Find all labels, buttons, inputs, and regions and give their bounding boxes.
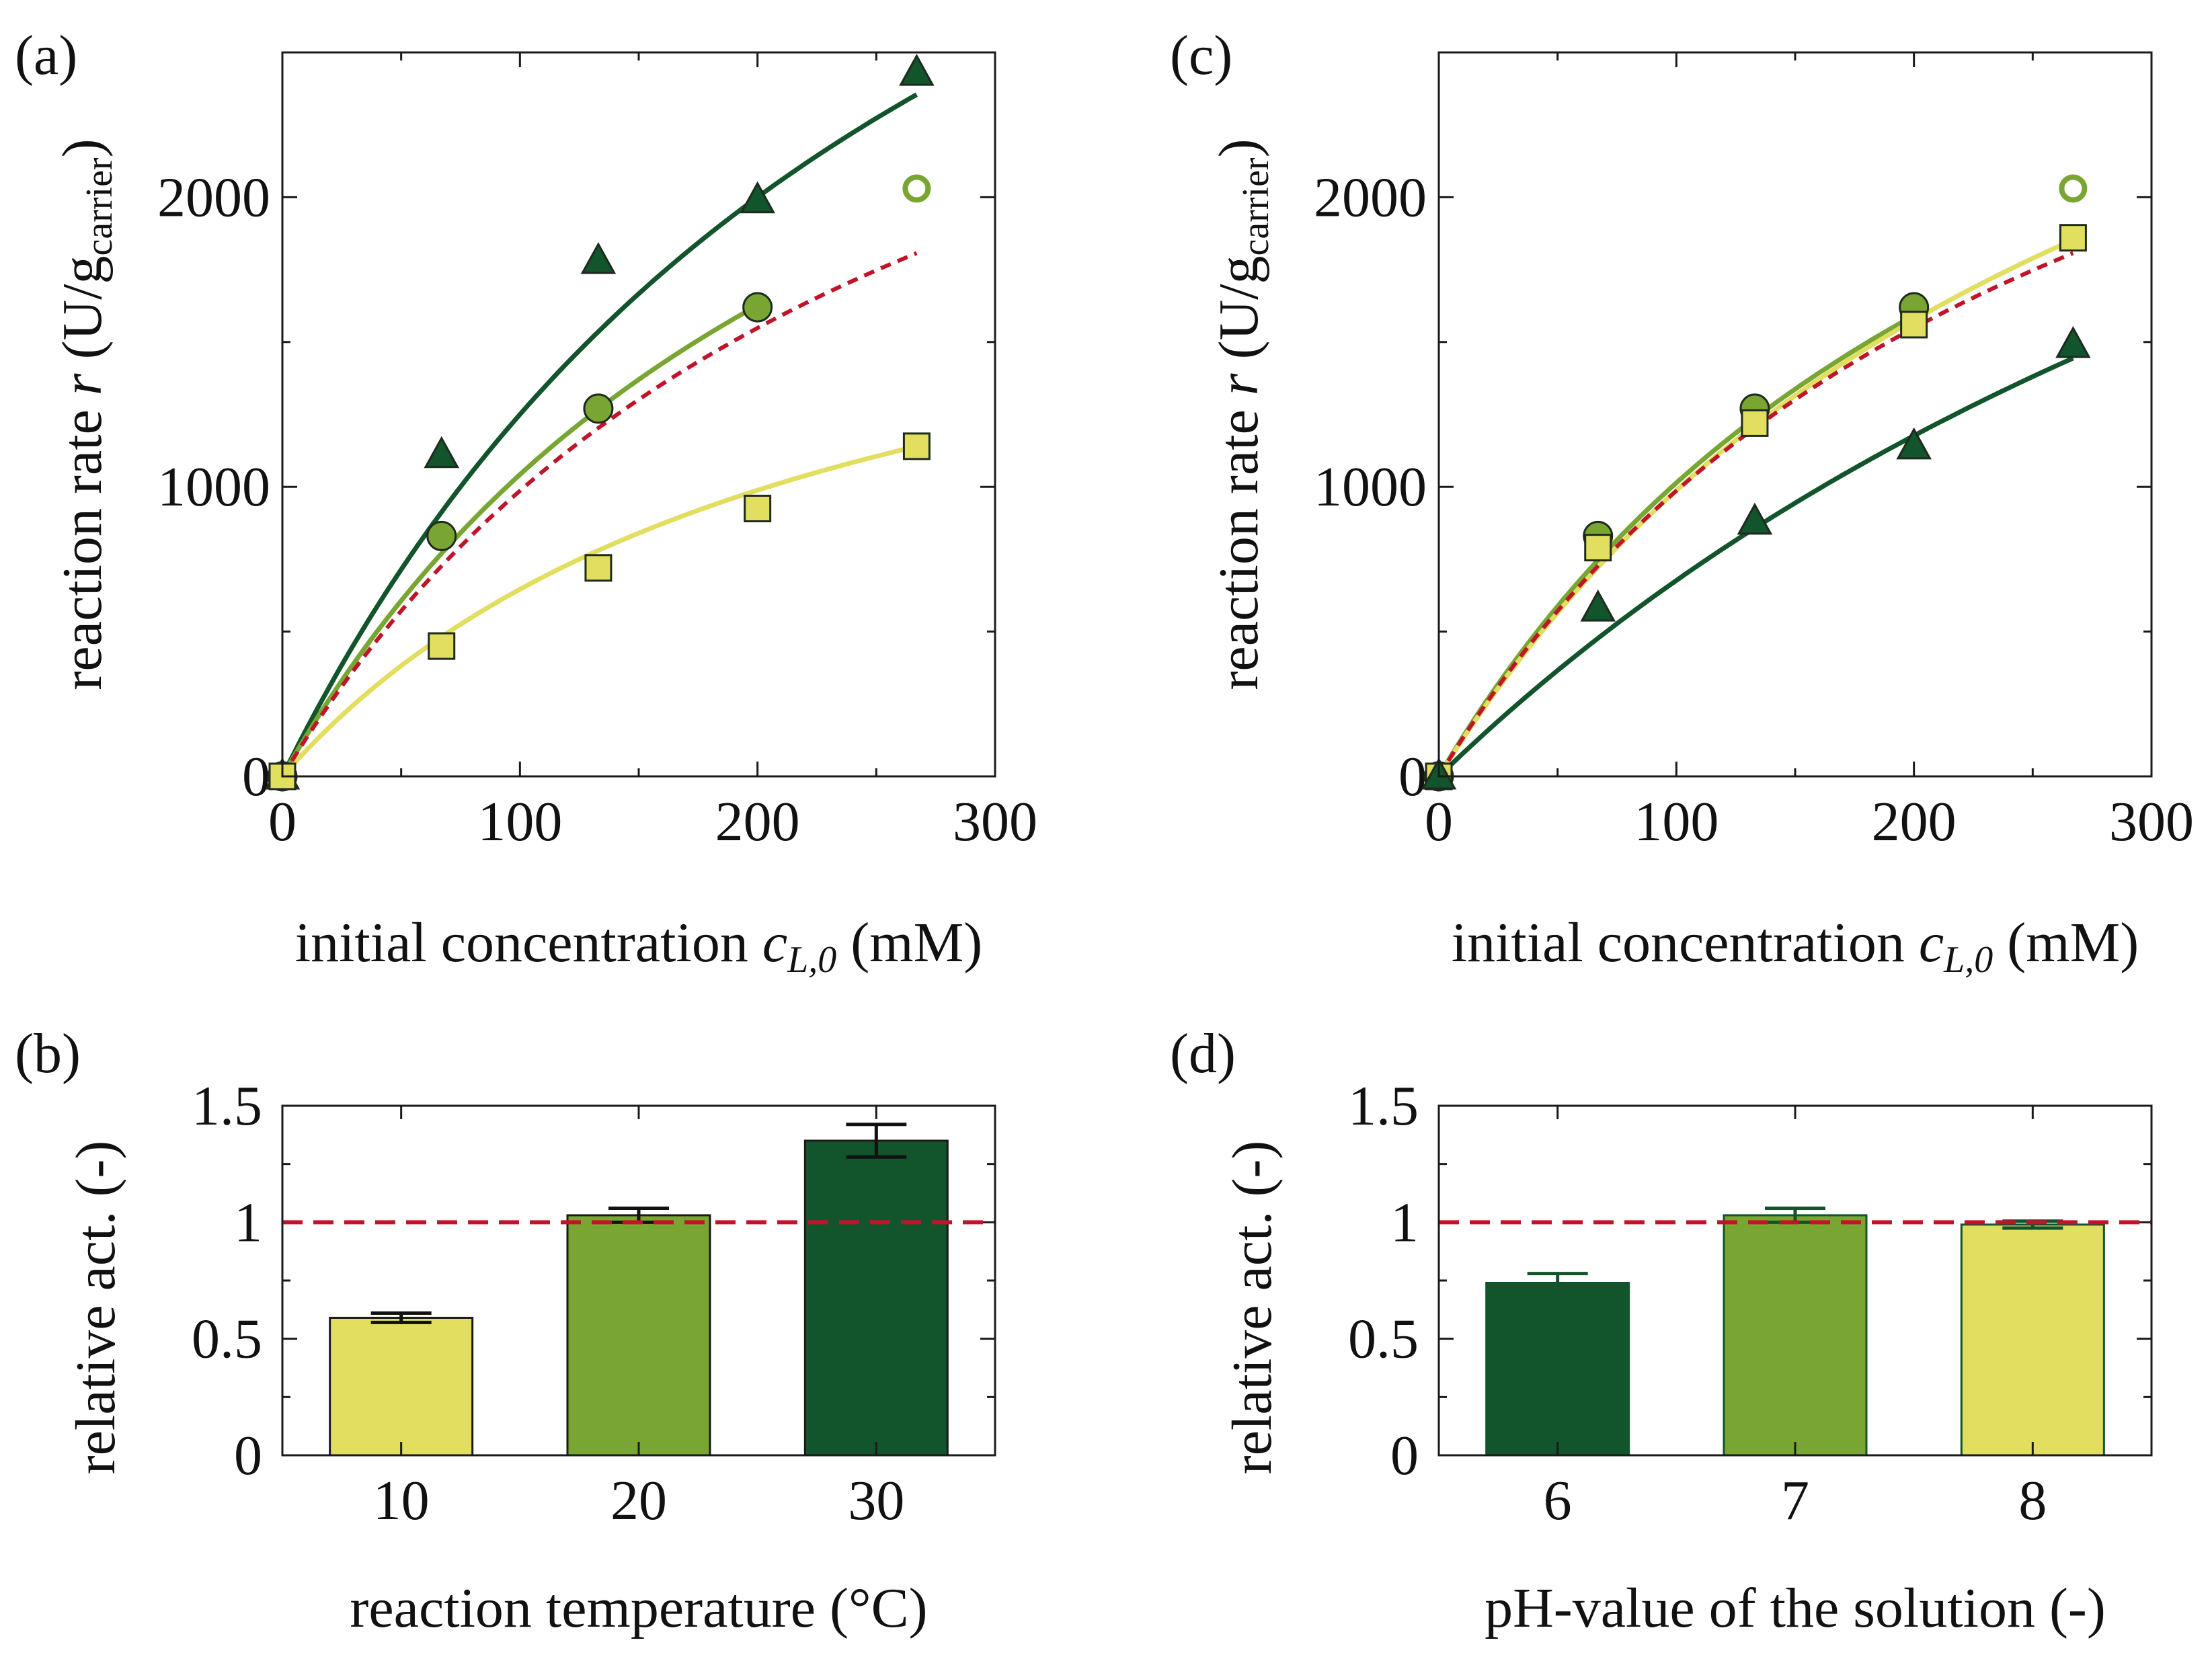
y-tick-label: 2000 xyxy=(157,166,270,229)
data-point-square xyxy=(1584,534,1612,562)
fit-curve-square xyxy=(280,444,918,778)
data-point-triangle xyxy=(424,436,460,469)
y-axis-label: reaction rate r (U/gcarrier) xyxy=(1208,138,1277,690)
y-axis-label: relative act. (-) xyxy=(65,1141,127,1475)
data-point-circle xyxy=(742,292,773,323)
data-point-circle xyxy=(583,393,614,424)
x-tick-label: 200 xyxy=(1872,790,1957,853)
y-axis-label: reaction rate r (U/gcarrier) xyxy=(51,138,120,690)
fit-curve-circle xyxy=(280,303,759,778)
data-point-square xyxy=(744,495,772,523)
data-point-triangle xyxy=(1737,502,1773,535)
y-axis-label-text: reaction rate xyxy=(1208,395,1270,690)
data-point-square xyxy=(2059,224,2087,252)
y-tick-label: 1 xyxy=(1390,1191,1419,1254)
y-axis-label: relative act. (-) xyxy=(1221,1141,1283,1475)
y-axis-label-variable: r xyxy=(1208,373,1270,395)
data-point-open-circle xyxy=(2059,174,2088,203)
x-tick-label: 200 xyxy=(715,790,800,853)
x-tick-label: 0 xyxy=(268,790,297,853)
x-axis-label-subscript: L,0 xyxy=(1943,939,1993,981)
y-axis-label-unit-end: ) xyxy=(1208,138,1270,157)
x-tick-label: 300 xyxy=(953,790,1037,853)
data-point-triangle xyxy=(899,54,935,86)
y-axis-label-unit: (U/g xyxy=(51,256,114,374)
y-axis-label-subscript: carrier xyxy=(79,157,120,255)
panel-label: (d) xyxy=(1170,1022,1236,1085)
x-axis-label-subscript: L,0 xyxy=(787,939,836,981)
x-tick-label: 30 xyxy=(848,1469,904,1532)
data-point-triangle xyxy=(580,242,617,274)
y-tick-label: 1 xyxy=(234,1191,262,1254)
x-axis-label: pH-value of the solution (-) xyxy=(1485,1577,2106,1639)
panel-c: (c) 0 100 200 300 0 1000 2000 initial concentrat… xyxy=(1170,24,2194,981)
bar xyxy=(1485,1281,1630,1457)
bar xyxy=(1723,1214,1868,1457)
panel-b: (b) 0 0.5 1 1.5 10 20 30 reaction temperature (°… xyxy=(15,1022,996,1639)
data-point-triangle xyxy=(1580,590,1616,622)
data-point-square xyxy=(1900,311,1928,339)
x-axis-label-unit: (mM) xyxy=(836,911,982,974)
x-tick-label: 7 xyxy=(1781,1469,1809,1532)
data-point-triangle xyxy=(2055,326,2091,358)
y-tick-label: 0 xyxy=(1398,745,1427,808)
x-tick-label: 6 xyxy=(1544,1469,1572,1532)
x-tick-label: 10 xyxy=(373,1469,430,1532)
y-tick-label: 2000 xyxy=(1314,166,1427,229)
reference-fit-curve xyxy=(280,251,918,778)
data-point-triangle xyxy=(740,181,775,214)
y-tick-label: 0 xyxy=(1390,1424,1419,1487)
x-tick-label: 20 xyxy=(610,1469,667,1532)
y-tick-label: 1.5 xyxy=(192,1075,262,1137)
y-tick-label: 1.5 xyxy=(1348,1075,1419,1137)
bar xyxy=(1960,1223,2105,1457)
bar xyxy=(803,1139,949,1457)
y-axis-label-unit: (U/g xyxy=(1208,256,1270,374)
y-tick-label: 0 xyxy=(242,745,270,808)
plot-frame xyxy=(281,51,996,778)
plot-frame xyxy=(281,1104,996,1457)
fit-curve-circle xyxy=(1436,313,1915,778)
y-tick-label: 0 xyxy=(234,1424,262,1487)
bar xyxy=(566,1214,711,1457)
x-axis-label: initial concentration cL,0 (mM) xyxy=(1452,911,2139,981)
fit-curve-triangle xyxy=(280,92,918,778)
x-axis-label: initial concentration cL,0 (mM) xyxy=(295,911,983,981)
y-axis-label-unit-end: ) xyxy=(51,138,114,157)
y-tick-label: 1000 xyxy=(1314,456,1427,518)
y-axis-label-variable: r xyxy=(51,373,114,395)
data-point-square xyxy=(584,554,613,582)
data-point-square xyxy=(428,632,456,660)
data-point-square xyxy=(1741,409,1769,437)
x-tick-label: 8 xyxy=(2018,1469,2047,1532)
x-axis-label-text: initial concentration xyxy=(295,911,762,974)
x-axis-label-variable: c xyxy=(1919,911,1944,974)
panel-a: (a) 0 100 200 300 0 1000 2000 initial concentrat… xyxy=(15,24,1037,981)
panel-label: (c) xyxy=(1170,24,1232,87)
x-tick-label: 100 xyxy=(1634,790,1719,853)
panel-d: (d) 0 0.5 1 1.5 6 7 8 pH-value of the solution (… xyxy=(1170,1022,2153,1639)
y-tick-label: 1000 xyxy=(157,456,270,518)
x-axis-label-unit: (mM) xyxy=(1993,911,2139,974)
data-point-circle xyxy=(426,520,457,551)
data-point-triangle xyxy=(1896,427,1932,460)
data-point-square xyxy=(902,432,931,460)
x-axis-label: reaction temperature (°C) xyxy=(350,1577,927,1639)
y-axis-label-text: reaction rate xyxy=(51,395,114,690)
data-point-open-circle xyxy=(902,174,931,203)
x-tick-label: 0 xyxy=(1425,790,1453,853)
x-tick-label: 100 xyxy=(477,790,562,853)
y-axis-label-subscript: carrier xyxy=(1235,157,1277,255)
x-tick-label: 300 xyxy=(2109,790,2194,853)
plot-frame xyxy=(1437,51,2153,778)
y-tick-label: 0.5 xyxy=(192,1308,262,1371)
bar xyxy=(329,1316,474,1457)
x-axis-label-text: initial concentration xyxy=(1452,911,1919,974)
y-tick-label: 0.5 xyxy=(1348,1308,1419,1371)
panel-label: (a) xyxy=(15,24,77,87)
x-axis-label-variable: c xyxy=(762,911,787,974)
plot-frame xyxy=(1437,1104,2153,1457)
panel-label: (b) xyxy=(15,1022,81,1085)
